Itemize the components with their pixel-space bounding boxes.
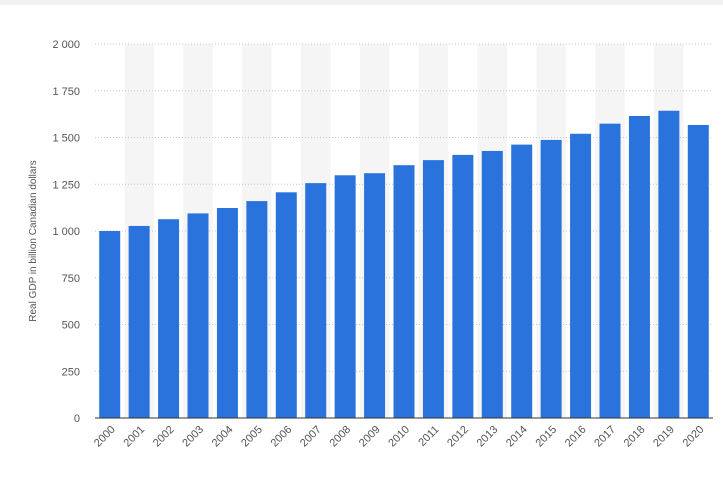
x-tick-label: 2017 (592, 424, 618, 450)
bar-2004 (216, 207, 238, 418)
bar-2006 (275, 192, 297, 418)
bar-2016 (570, 133, 592, 418)
bar-2001 (128, 225, 150, 418)
y-tick-label: 1 500 (52, 133, 80, 145)
bar-2014 (511, 144, 533, 418)
x-tick-label: 2013 (475, 424, 501, 450)
y-tick-label: 2 000 (52, 39, 80, 51)
x-tick-label: 2015 (533, 424, 559, 450)
bar-2017 (599, 123, 621, 419)
bar-2000 (99, 231, 121, 418)
bar-2018 (628, 115, 650, 419)
x-tick-label: 2018 (622, 424, 648, 450)
y-axis-title: Real GDP in billion Canadian dollars (28, 160, 39, 322)
x-tick-label: 2003 (180, 424, 206, 450)
bar-2002 (158, 219, 180, 418)
bar-2008 (334, 175, 356, 418)
bar-2010 (393, 165, 415, 418)
x-tick-label: 2004 (210, 424, 236, 450)
y-tick-label: 500 (62, 320, 80, 332)
bars (99, 110, 709, 419)
bar-2019 (658, 110, 680, 418)
x-tick-label: 2008 (327, 424, 353, 450)
bar-2013 (481, 150, 503, 419)
x-tick-label: 2010 (386, 424, 412, 450)
y-tick-label: 750 (62, 273, 80, 285)
bar-2009 (364, 173, 386, 418)
x-axis-tick-labels: 2000 2001 2002 2003 2004 2005 2006 2007 2008 2009… (92, 424, 706, 450)
x-tick-label: 2009 (357, 424, 383, 450)
x-tick-label: 2012 (445, 424, 471, 450)
x-tick-label: 2000 (92, 424, 118, 450)
bar-2015 (540, 139, 562, 418)
x-tick-label: 2016 (563, 424, 589, 450)
y-axis-tick-labels: 0 250 500 750 1 000 1 250 1 500 1 750 2 000 (52, 39, 80, 425)
bar-2007 (305, 183, 327, 418)
y-tick-label: 250 (62, 366, 80, 378)
top-band (0, 0, 723, 5)
x-tick-label: 2006 (269, 424, 295, 450)
x-tick-label: 2007 (298, 424, 324, 450)
bar-2011 (422, 160, 444, 418)
y-tick-label: 1 750 (52, 86, 80, 98)
bar-2005 (246, 201, 268, 418)
bar-2020 (687, 124, 709, 418)
bar-2012 (452, 154, 474, 419)
x-tick-label: 2014 (504, 424, 530, 450)
y-tick-label: 1 250 (52, 179, 80, 191)
x-tick-label: 2005 (239, 424, 265, 450)
x-tick-label: 2019 (651, 424, 677, 450)
x-tick-label: 2002 (151, 424, 177, 450)
y-tick-label: 0 (74, 413, 80, 425)
y-tick-label: 1 000 (52, 226, 80, 238)
x-tick-label: 2011 (416, 424, 441, 449)
x-tick-label: 2020 (681, 424, 707, 450)
bar-2003 (187, 213, 209, 418)
x-tick-label: 2001 (121, 424, 147, 450)
